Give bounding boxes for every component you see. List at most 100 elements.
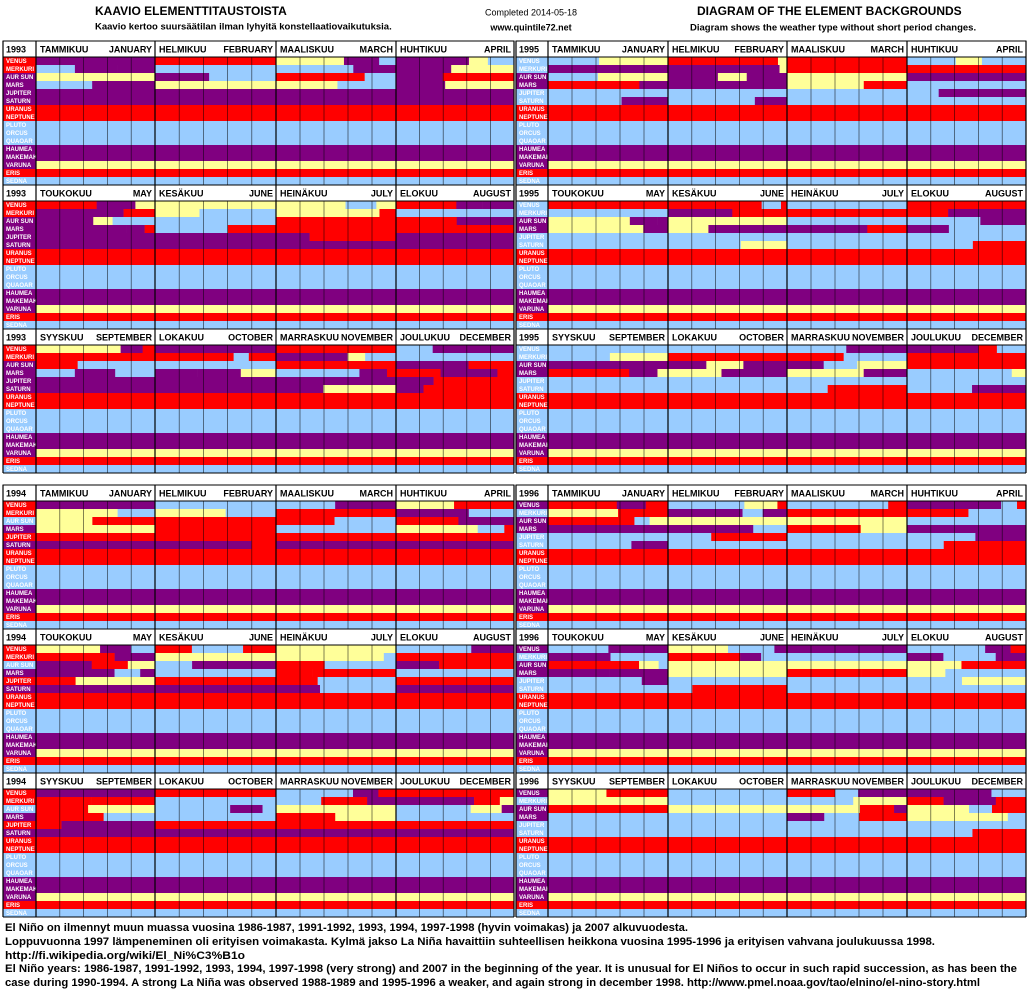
planet-label-cell xyxy=(516,909,548,917)
planet-label-cell xyxy=(516,557,548,565)
element-band xyxy=(787,129,908,137)
element-band xyxy=(337,81,397,89)
month-en: APRIL xyxy=(484,44,512,54)
planet-label: QUAOAR xyxy=(6,871,33,877)
element-band xyxy=(548,281,669,289)
planet-label-cell xyxy=(516,765,548,773)
element-band xyxy=(907,273,1027,281)
element-band xyxy=(36,765,156,773)
element-band xyxy=(345,201,377,209)
element-band xyxy=(276,97,397,105)
element-band xyxy=(867,225,896,233)
planet-label-cell xyxy=(3,241,36,249)
element-band xyxy=(907,693,1027,701)
planet-label-cell xyxy=(3,853,36,861)
element-band xyxy=(36,805,89,813)
element-band xyxy=(36,353,156,361)
title-en: DIAGRAM OF THE ELEMENT BACKGROUNDS xyxy=(697,4,962,18)
planet-label: NEPTUNE xyxy=(519,703,548,709)
element-band xyxy=(276,177,397,185)
planet-label-cell xyxy=(3,153,36,161)
planet-label: URANUS xyxy=(6,695,32,701)
element-band xyxy=(991,805,1027,813)
element-band xyxy=(742,509,764,517)
planet-label-cell xyxy=(3,209,36,217)
planet-label: NEPTUNE xyxy=(6,559,35,565)
planet-label-cell xyxy=(516,893,548,901)
month-fi: HUHTIKUU xyxy=(400,44,447,54)
element-band xyxy=(155,597,277,605)
element-band xyxy=(155,533,277,541)
planet-label-cell xyxy=(516,361,548,369)
element-band xyxy=(130,645,156,653)
planet-label-cell xyxy=(516,549,548,557)
planet-label-cell xyxy=(3,297,36,305)
element-band xyxy=(668,73,719,81)
element-band xyxy=(823,361,858,369)
element-band xyxy=(36,313,156,321)
element-band xyxy=(155,893,277,901)
planet-label-cell xyxy=(3,581,36,589)
element-band xyxy=(276,749,397,757)
planet-label-cell xyxy=(516,589,548,597)
planet-label-cell xyxy=(3,105,36,113)
element-band xyxy=(548,89,628,97)
element-band xyxy=(668,685,693,693)
element-band xyxy=(548,217,631,225)
element-band xyxy=(625,789,669,797)
element-band xyxy=(668,893,788,901)
element-band xyxy=(155,145,277,153)
element-band xyxy=(36,605,156,613)
element-band xyxy=(668,89,788,97)
planet-label: JUPITER xyxy=(6,235,32,241)
element-band xyxy=(787,709,908,717)
element-band xyxy=(36,613,156,621)
planet-label: SEDNA xyxy=(6,467,28,473)
element-band xyxy=(548,525,622,533)
planet-label: MARS xyxy=(519,815,537,821)
element-band xyxy=(787,57,908,65)
element-band xyxy=(548,385,669,393)
element-band xyxy=(343,57,380,65)
planet-label: SATURN xyxy=(519,831,544,837)
element-band xyxy=(608,201,669,209)
element-band xyxy=(616,501,647,509)
element-band xyxy=(548,417,669,425)
month-en: JUNE xyxy=(760,632,784,642)
element-band xyxy=(276,893,397,901)
planet-label-cell xyxy=(3,613,36,621)
element-band xyxy=(907,209,949,217)
element-band xyxy=(36,97,156,105)
planet-label-cell xyxy=(516,861,548,869)
element-band xyxy=(548,153,669,161)
month-en: NOVEMBER xyxy=(852,776,905,786)
element-band xyxy=(192,661,277,669)
month-fi: ELOKUU xyxy=(400,632,438,642)
planet-label: SEDNA xyxy=(6,179,28,185)
element-band xyxy=(943,653,997,661)
planet-label-cell xyxy=(516,517,548,525)
element-band xyxy=(93,217,113,225)
planet-label: MARS xyxy=(6,371,24,377)
element-band xyxy=(548,861,669,869)
month-en: DECEMBER xyxy=(971,776,1023,786)
element-band xyxy=(668,709,788,717)
element-band xyxy=(548,425,669,433)
element-band xyxy=(276,145,397,153)
element-band xyxy=(787,433,908,441)
element-band xyxy=(548,541,632,549)
element-band xyxy=(155,789,277,797)
element-band xyxy=(432,345,515,353)
element-band xyxy=(155,613,277,621)
planet-label-cell xyxy=(516,65,548,73)
element-band xyxy=(548,549,669,557)
element-band xyxy=(907,685,1027,693)
month-fi: LOKAKUU xyxy=(159,776,204,786)
element-band xyxy=(36,869,156,877)
element-band xyxy=(396,749,515,757)
planet-label: URANUS xyxy=(6,107,32,113)
planet-label: SEDNA xyxy=(519,623,541,629)
element-band xyxy=(396,289,515,297)
element-band xyxy=(36,401,156,409)
planet-label: VENUS xyxy=(519,647,540,653)
